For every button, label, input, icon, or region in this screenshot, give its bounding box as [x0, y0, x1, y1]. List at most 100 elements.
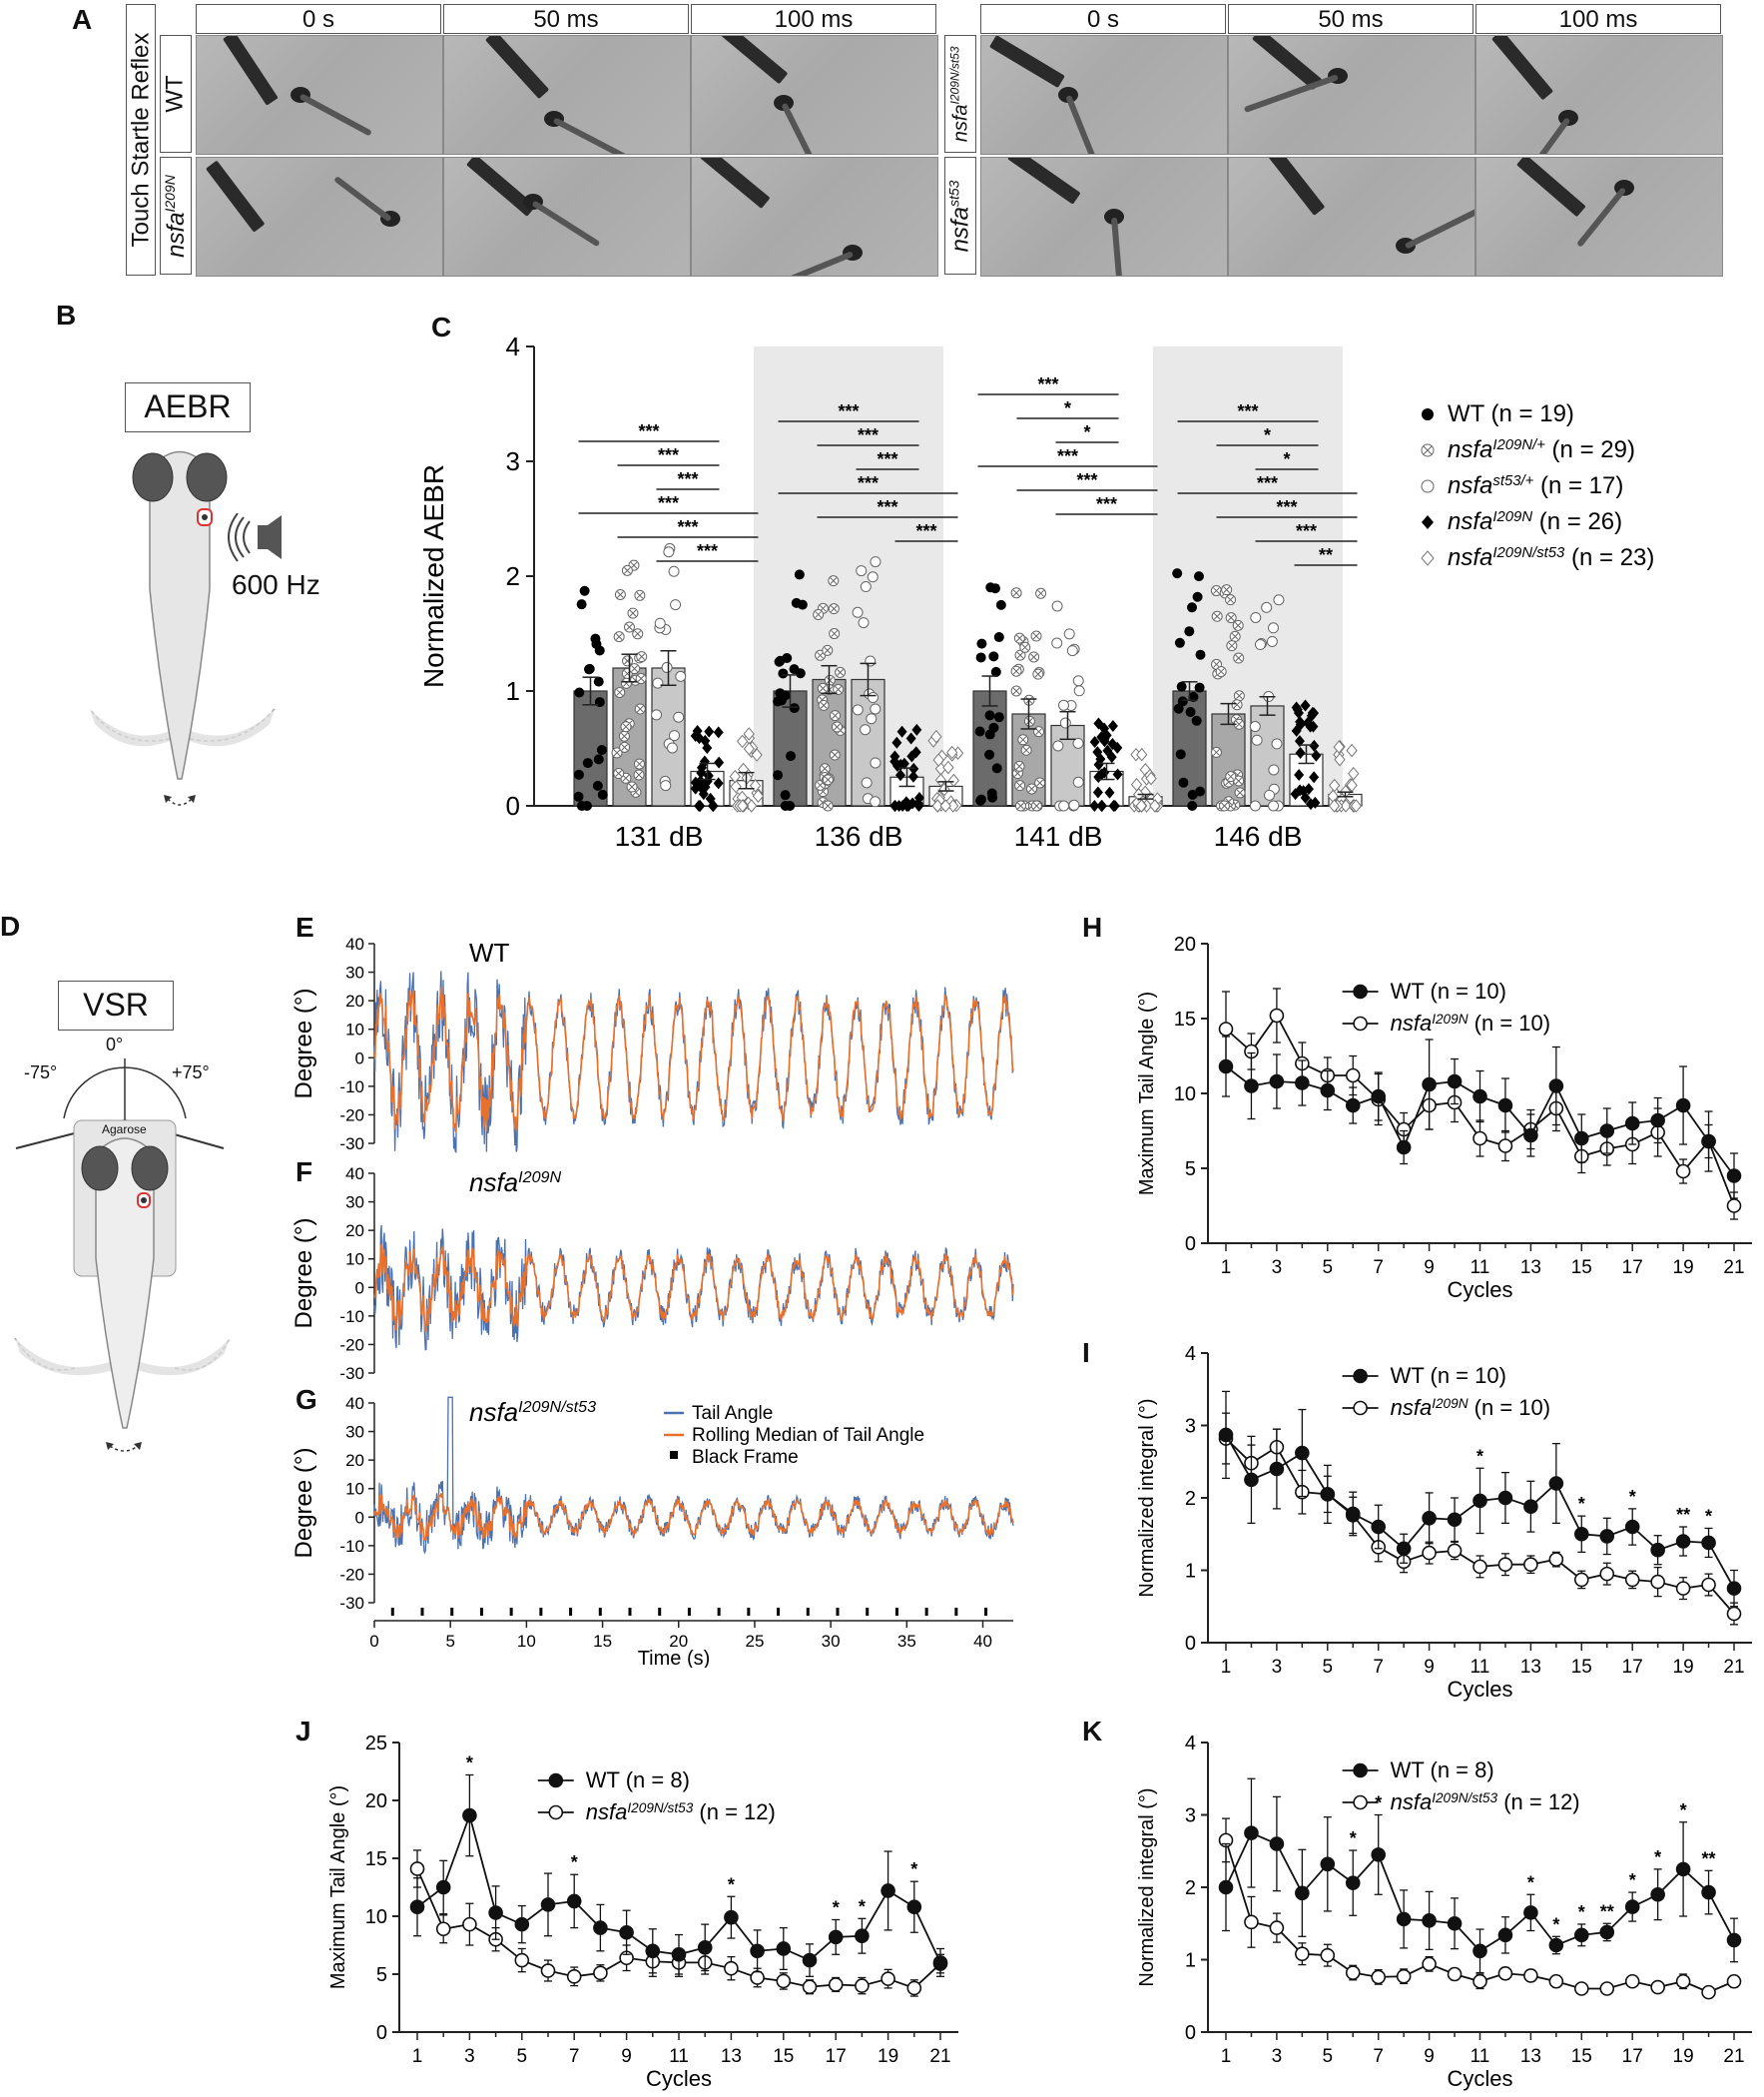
data-point	[566, 1969, 582, 1984]
x-tick-label: 19	[1673, 1257, 1694, 1278]
x-tick-label: 19	[1673, 2046, 1694, 2067]
time-label-left-0: 0 s	[196, 4, 441, 34]
data-point	[1112, 768, 1123, 781]
data-point	[1523, 1905, 1538, 1920]
larva-frame-1-4	[1228, 157, 1475, 277]
data-point	[1497, 1965, 1513, 1981]
data-point	[1072, 675, 1084, 687]
y-tick-label: 30	[345, 1193, 364, 1212]
y-axis-label: Degree (°)	[291, 1448, 317, 1559]
x-tick-label: 20	[669, 1632, 688, 1651]
data-point	[1058, 699, 1070, 711]
data-point	[724, 1960, 739, 1976]
data-point	[778, 668, 789, 679]
data-point	[1348, 766, 1360, 781]
data-point	[1346, 743, 1358, 758]
data-point	[1269, 1836, 1285, 1851]
data-point	[654, 617, 666, 629]
data-point	[1145, 771, 1157, 786]
legend-median-label: Rolling Median of Tail Angle	[692, 1425, 924, 1446]
data-point-cross	[617, 591, 624, 598]
data-point	[1093, 717, 1104, 730]
data-point	[1624, 1899, 1640, 1914]
x-tick-label: 15	[773, 2046, 794, 2067]
y-tick-label: 40	[345, 935, 364, 954]
data-point-cross	[624, 567, 631, 574]
data-point	[651, 709, 663, 721]
data-point	[1195, 786, 1206, 797]
x-tick-label: 11	[1470, 2046, 1490, 2067]
data-point	[1599, 1981, 1615, 1996]
data-point	[988, 722, 999, 733]
data-point-cross	[631, 665, 638, 672]
probe-needle	[1516, 158, 1587, 218]
significance-stars: *	[1578, 1902, 1585, 1922]
data-point	[540, 1963, 556, 1978]
data-point	[1112, 741, 1123, 754]
data-point	[1624, 1519, 1640, 1535]
data-point	[670, 599, 682, 611]
data-point	[773, 770, 784, 781]
data-point-cross	[817, 651, 824, 659]
x-tick-label: 7	[1373, 1657, 1384, 1678]
data-point	[1497, 1927, 1513, 1943]
touch-startle-label: Touch Startle Reflex	[126, 4, 156, 276]
data-point	[1107, 737, 1118, 750]
rolling-median-line	[373, 1493, 1014, 1542]
data-point	[932, 753, 944, 767]
data-point	[855, 1978, 870, 1993]
data-point-cross	[831, 630, 839, 637]
legend-label: nsfaI209N/st53 (n = 12)	[586, 1799, 776, 1824]
y-tick-label: 4	[1185, 1343, 1196, 1365]
data-point	[1072, 737, 1084, 749]
data-point-cross	[1235, 720, 1243, 728]
data-point	[1701, 1984, 1716, 2000]
data-point	[597, 789, 608, 800]
y-tick-label: -10	[339, 1077, 364, 1096]
legend-marker	[548, 1772, 564, 1788]
y-tick-label: 0	[1185, 1633, 1196, 1655]
significance-stars: ***	[697, 541, 718, 561]
row-label-st53: nsfast53	[944, 157, 976, 275]
data-point	[697, 1940, 713, 1955]
data-point	[1726, 1198, 1742, 1213]
x-tick-label: 136 dB	[815, 821, 903, 852]
data-point	[1573, 1927, 1589, 1943]
data-point	[1309, 739, 1320, 752]
data-point	[435, 1879, 451, 1895]
black-frame-mark	[390, 1608, 394, 1616]
data-point	[1306, 709, 1317, 722]
data-point-cross	[1221, 802, 1228, 810]
y-tick-label: 1	[506, 676, 520, 706]
data-point	[891, 736, 902, 749]
legend-label: nsfaI209N/st53 (n = 23)	[1448, 544, 1654, 571]
x-tick-label: 15	[593, 1632, 612, 1651]
rolling-median-line	[373, 1243, 1014, 1332]
significance-stars: ***	[1096, 494, 1117, 514]
data-point	[1310, 796, 1321, 809]
data-point	[896, 725, 907, 738]
data-point-cross	[637, 675, 645, 682]
data-point-cross	[629, 609, 637, 617]
data-point	[1184, 626, 1195, 637]
y-axis-label: Degree (°)	[291, 989, 317, 1099]
y-axis-label: Normalized integral (°)	[1136, 1787, 1158, 1986]
significance-stars: *	[910, 1859, 917, 1879]
data-point	[990, 666, 1001, 677]
significance-stars: ***	[1296, 521, 1317, 541]
data-point-cross	[831, 751, 839, 759]
data-point	[1472, 1088, 1487, 1104]
black-frame-mark	[747, 1608, 751, 1616]
black-frame-mark	[628, 1608, 632, 1616]
data-point	[1271, 738, 1283, 750]
data-point-cross	[1019, 736, 1027, 744]
data-point	[592, 780, 603, 791]
data-point	[1295, 1885, 1310, 1901]
legend-marker	[548, 1804, 564, 1820]
data-point	[1294, 768, 1305, 781]
data-point	[932, 1955, 948, 1970]
data-point	[594, 697, 605, 708]
data-point	[795, 668, 806, 679]
data-point	[1447, 1543, 1463, 1559]
data-point	[1295, 1946, 1310, 1961]
